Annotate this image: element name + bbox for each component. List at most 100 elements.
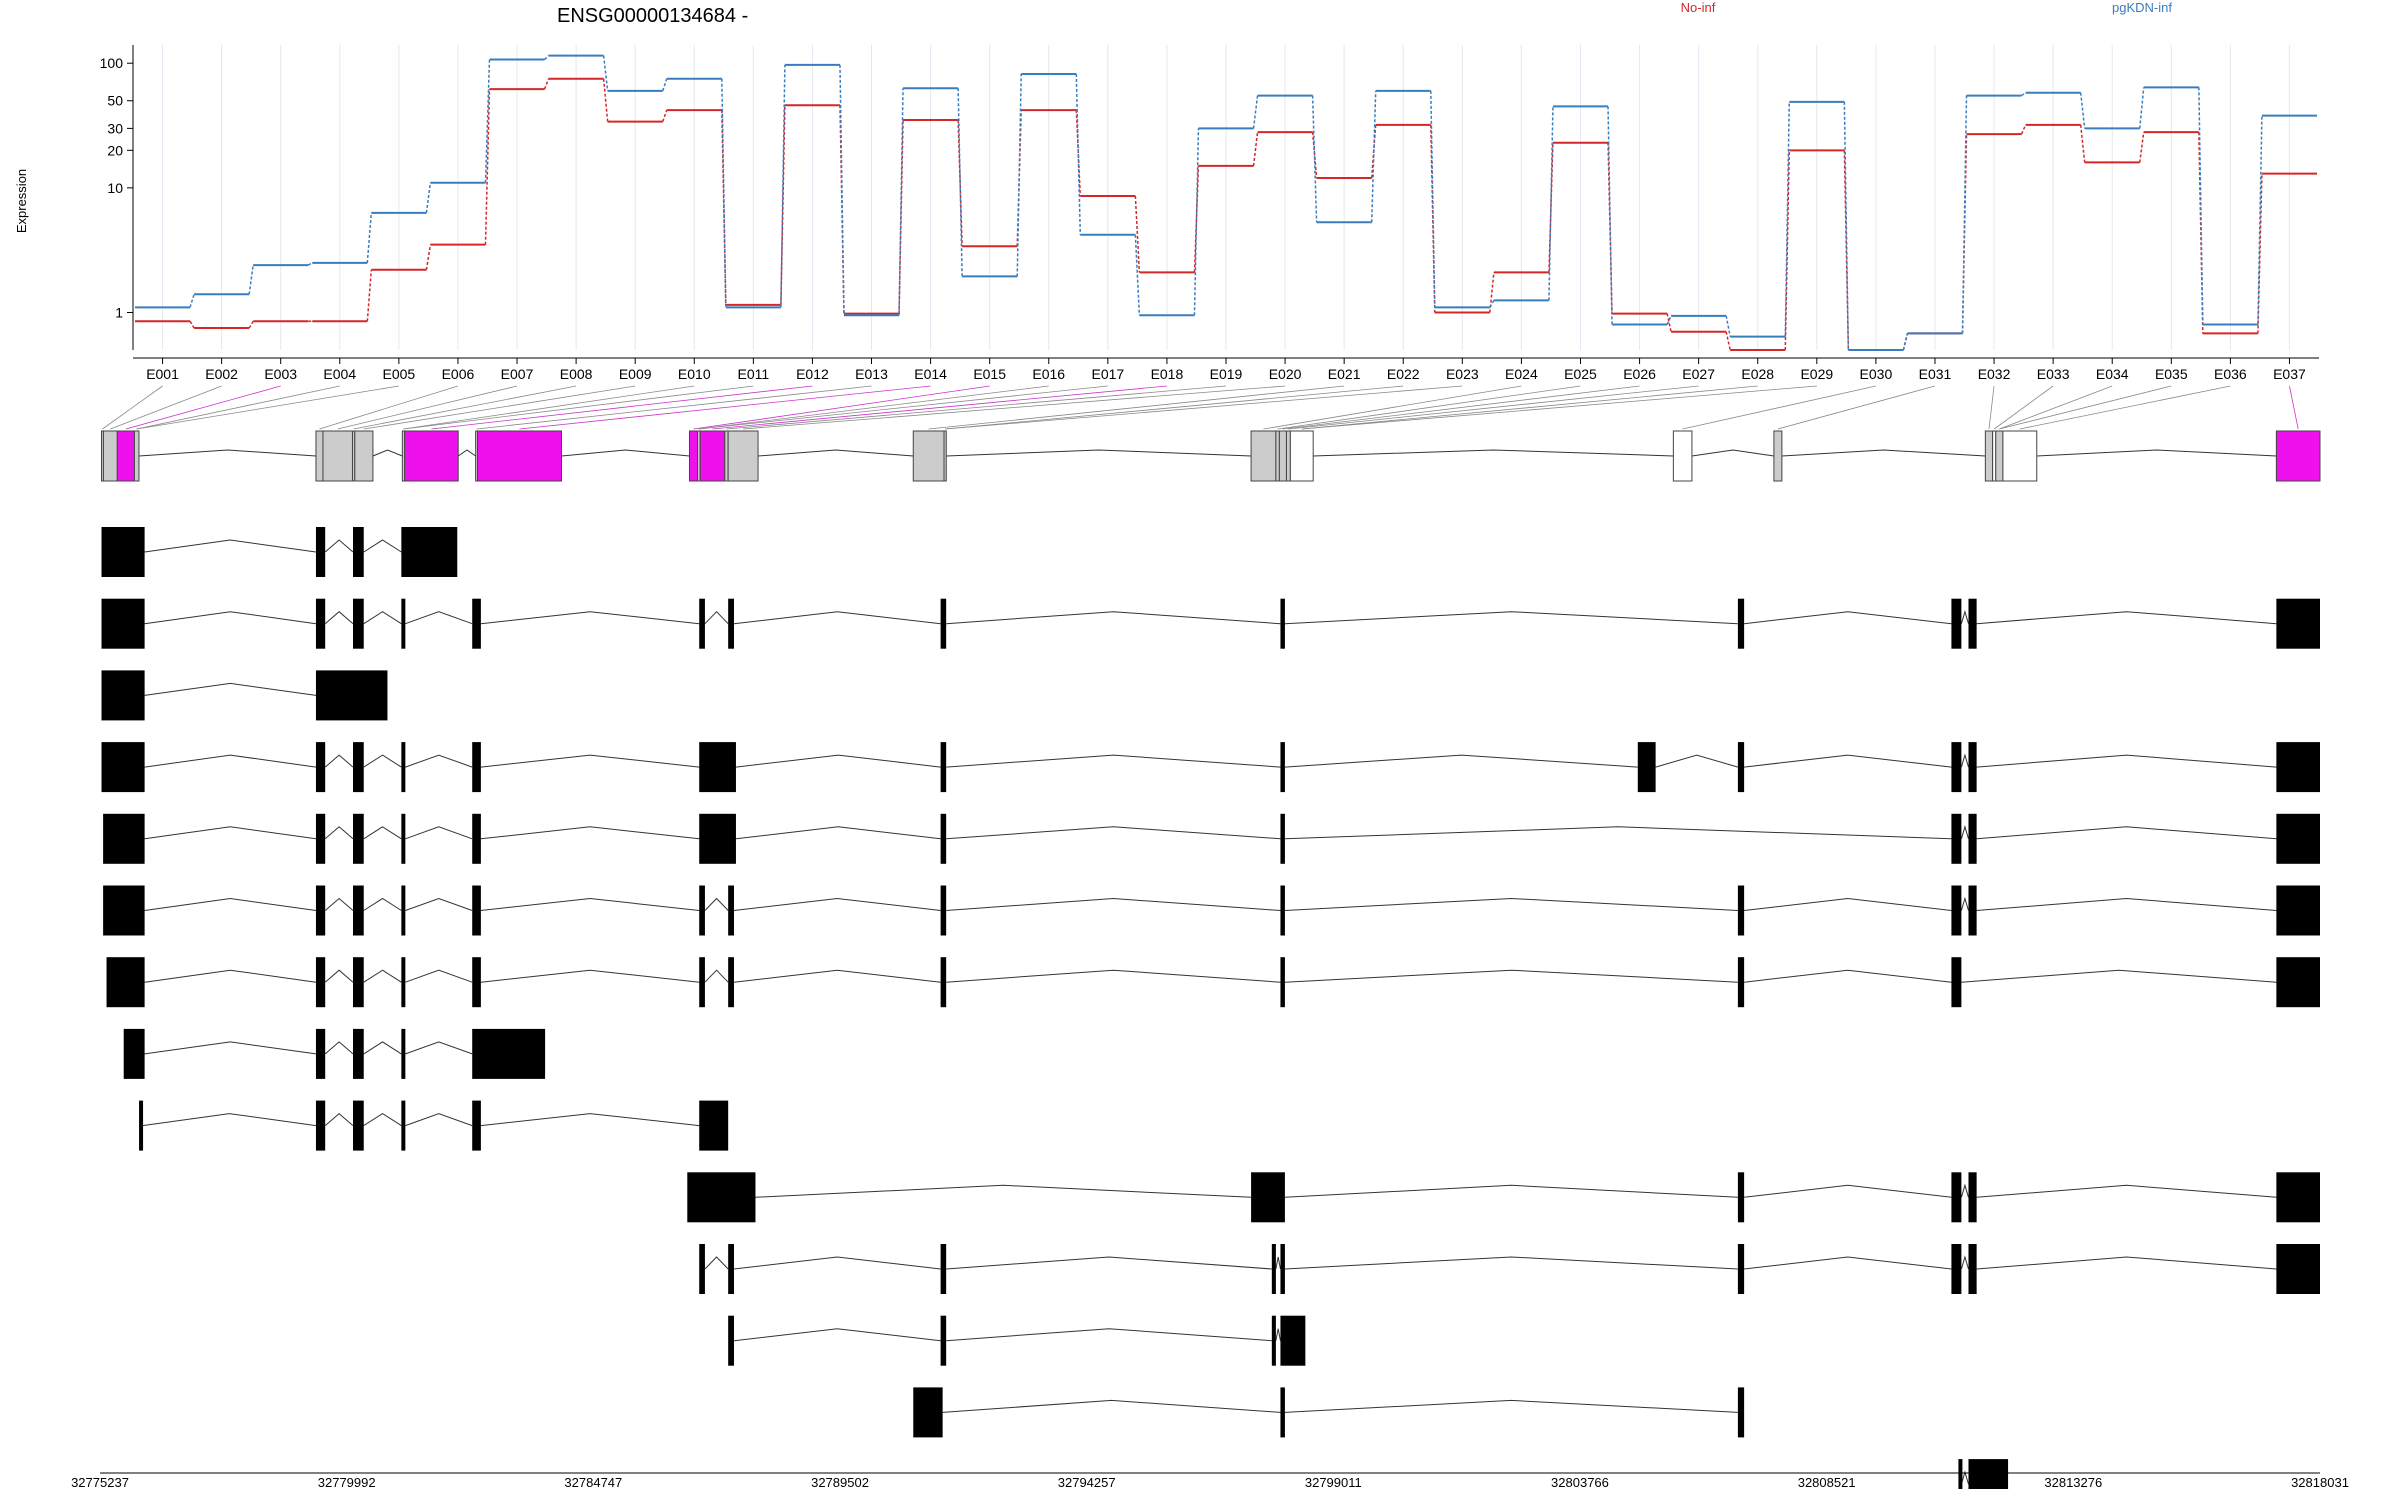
transcript-intron [733, 611, 941, 625]
genomic-tick-label: 32803766 [1551, 1475, 1609, 1489]
transcript-intron [1976, 1256, 2277, 1270]
transcript-intron [735, 754, 941, 768]
exon-connector [1993, 385, 2054, 430]
transcript-exon [315, 813, 326, 864]
transcript-intron [1744, 611, 1952, 625]
transcript-exon [699, 957, 705, 1008]
transcript-exon [1951, 742, 1962, 793]
transcript-intron [1976, 754, 2277, 768]
transcript-exon [353, 1100, 364, 1151]
flattened-intron [758, 449, 914, 457]
exon-connector [1301, 385, 1758, 430]
exon-connector [945, 385, 1404, 430]
transcript-exon [1958, 1459, 1963, 1489]
series-pgkdn-inf-transitions [189, 55, 2263, 351]
transcript-intron [480, 1113, 700, 1127]
x-tick-label: E001 [146, 366, 179, 382]
transcript-intron [942, 1399, 1281, 1413]
x-tick-label: E025 [1564, 366, 1597, 382]
transcript-intron [1284, 826, 1952, 840]
transcript-exon [1280, 957, 1285, 1008]
transcript-exon [103, 813, 145, 864]
transcript-intron [405, 754, 473, 768]
exon-connector [1301, 385, 1817, 430]
transcript-exon [472, 742, 481, 793]
transcript-intron [1284, 969, 1738, 983]
transcript-exon [1280, 1315, 1306, 1366]
transcript-intron [733, 969, 941, 983]
transcript-exon [1968, 598, 1977, 649]
flattened-exon-bin [943, 430, 947, 482]
transcript-exon [401, 957, 406, 1008]
transcript-exon [699, 813, 736, 864]
transcript-exon [1737, 957, 1745, 1008]
x-tick-label: E015 [973, 366, 1006, 382]
transcript-intron [480, 611, 700, 625]
flattened-exon-bin [477, 430, 562, 482]
exon-connector [1777, 385, 1936, 430]
transcript-exon [401, 1028, 406, 1079]
transcript-exon [940, 957, 947, 1008]
transcript-exon [401, 885, 406, 936]
transcript-intron [946, 1328, 1272, 1342]
transcript-intron [142, 1113, 317, 1127]
transcript-intron [1284, 897, 1738, 911]
x-tick-label: E005 [383, 366, 416, 382]
transcript-exon [699, 1100, 729, 1151]
transcript-exon [2276, 813, 2320, 864]
exon-connector [726, 385, 1227, 430]
x-axis: E001 E002 E003 E004 E005 E006 E007 E008 E009 E010… [133, 357, 2319, 382]
transcript-exon [315, 957, 326, 1008]
x-tick-label: E024 [1505, 366, 1538, 382]
chart-title: ENSG00000134684 - [557, 5, 748, 27]
y-tick-label: 50 [107, 93, 123, 109]
transcript-intron [144, 969, 317, 983]
transcript-exon [940, 885, 947, 936]
transcript-intron [363, 1113, 402, 1127]
transcript-intron [733, 1328, 941, 1342]
genomic-axis: 32775237 32779992 32784747 32789502 32794257… [71, 1472, 2349, 1489]
x-tick-label: E018 [1151, 366, 1184, 382]
transcript-exon [1968, 1244, 1977, 1294]
x-tick-label: E022 [1387, 366, 1420, 382]
transcript-intron [363, 897, 402, 911]
transcript-exon [353, 1028, 364, 1079]
exon-connector [1288, 385, 1699, 430]
flattened-exon-bin [1275, 430, 1280, 482]
transcript-exon [1280, 1244, 1285, 1294]
x-tick-label: E010 [678, 366, 711, 382]
x-tick-label: E035 [2155, 366, 2188, 382]
flattened-exon-bin [102, 430, 118, 482]
transcript-intron [144, 611, 317, 625]
transcript-intron [946, 611, 1281, 625]
transcript-intron [324, 897, 354, 911]
transcript-intron [480, 754, 700, 768]
transcript-intron [1960, 1183, 1969, 1198]
exon-connector [319, 385, 459, 430]
transcript-exon [401, 813, 406, 864]
x-tick-label: E026 [1623, 366, 1656, 382]
transcript-models [101, 527, 2320, 1489]
x-tick-label: E028 [1741, 366, 1774, 382]
exon-connector [125, 385, 281, 430]
exon-connector [431, 385, 813, 430]
transcript-exon [353, 885, 364, 936]
transcript-exon [940, 598, 947, 649]
transcript-exon [728, 885, 734, 936]
transcript-exon [1251, 1172, 1285, 1223]
exon-connector [1277, 385, 1581, 430]
flattened-exon-bin [133, 430, 140, 482]
transcript-exon [1968, 1459, 2009, 1489]
genomic-tick-label: 32784747 [564, 1475, 622, 1489]
transcript-exon [2276, 1172, 2320, 1223]
x-tick-label: E002 [205, 366, 238, 382]
x-tick-label: E032 [1978, 366, 2011, 382]
exon-connector [1999, 385, 2172, 430]
x-tick-label: E031 [1919, 366, 1952, 382]
transcript-intron [1744, 754, 1952, 768]
x-tick-label: E023 [1446, 366, 1479, 382]
legend-pgkdn-inf: pgKDN-inf [2112, 0, 2172, 15]
transcript-intron [1284, 1256, 1738, 1270]
transcript-exon [940, 813, 947, 864]
exon-connector [743, 385, 1286, 430]
